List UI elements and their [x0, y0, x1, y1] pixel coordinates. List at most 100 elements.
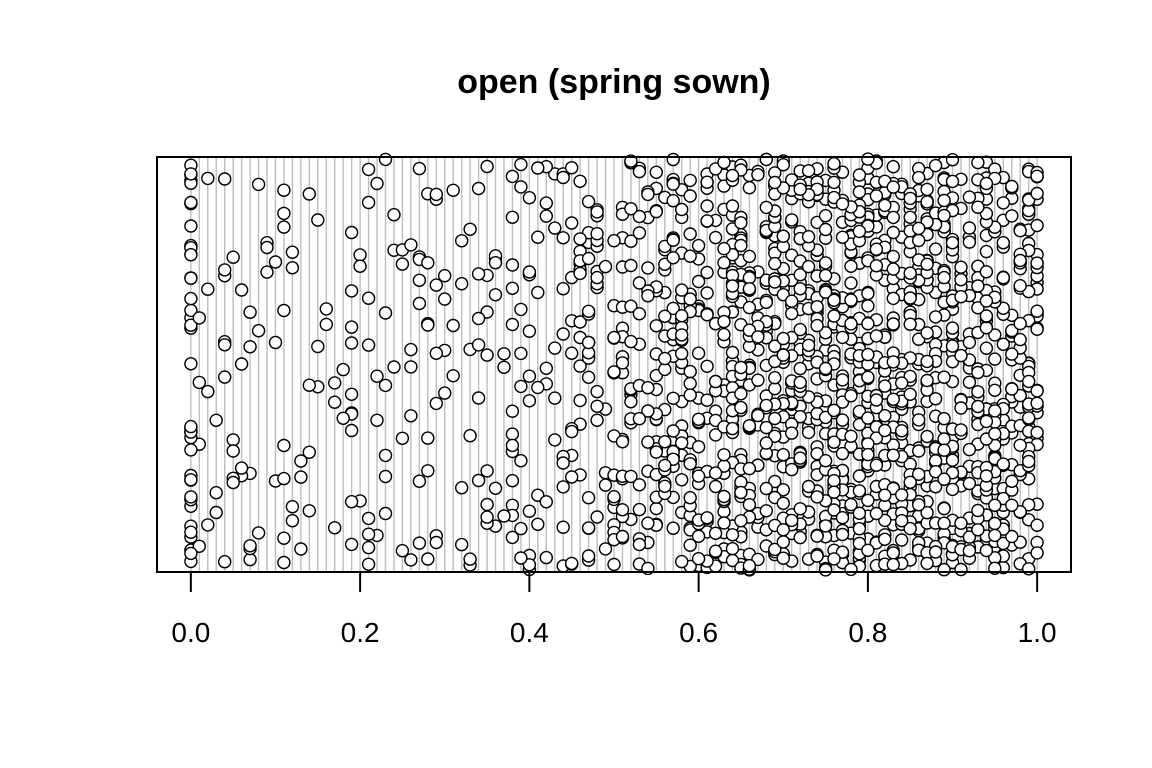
data-point [708, 230, 723, 245]
data-point [387, 207, 401, 222]
data-point [962, 476, 977, 491]
data-point [217, 338, 232, 352]
data-point [565, 470, 579, 484]
data-point [395, 431, 410, 445]
data-point [776, 483, 790, 497]
data-point [734, 400, 748, 415]
data-point [742, 419, 757, 433]
data-point [649, 501, 663, 516]
data-point [480, 510, 494, 524]
data-point [505, 210, 520, 225]
data-point [945, 321, 960, 335]
data-point [691, 529, 706, 543]
data-point [691, 552, 706, 566]
data-point [835, 527, 850, 542]
data-point [624, 154, 638, 168]
x-tick-label: 0.6 [679, 617, 718, 648]
data-point [581, 335, 596, 350]
data-point [607, 330, 621, 345]
data-point [818, 222, 833, 237]
data-point [573, 315, 587, 329]
data-point [886, 355, 900, 369]
data-point [912, 467, 926, 481]
data-point [708, 526, 723, 540]
data-point [886, 249, 900, 264]
data-point [852, 484, 867, 498]
data-point [243, 305, 257, 319]
data-point [827, 435, 841, 449]
data-point [624, 202, 638, 216]
data-point [675, 473, 689, 487]
data-point [861, 286, 875, 301]
data-point [641, 516, 655, 530]
data-point [954, 423, 968, 437]
data-point [878, 423, 892, 438]
data-point [717, 448, 731, 462]
data-point [700, 214, 714, 228]
data-point [590, 270, 604, 285]
data-point [641, 381, 655, 395]
data-point [488, 288, 503, 302]
data-point [480, 497, 494, 512]
data-point [844, 562, 858, 577]
data-point [285, 245, 300, 259]
data-point [217, 172, 232, 186]
data-point [962, 442, 977, 457]
data-point [590, 399, 604, 413]
data-point [548, 341, 562, 355]
data-point [751, 373, 765, 387]
data-point [615, 503, 630, 517]
data-point [793, 451, 807, 465]
data-point [412, 273, 427, 287]
data-point [742, 559, 757, 573]
data-point [201, 518, 215, 532]
data-point [632, 307, 647, 321]
data-point [691, 412, 706, 426]
data-point [201, 171, 215, 186]
data-point [581, 491, 596, 505]
data-point [217, 263, 232, 277]
data-point [217, 370, 232, 384]
data-point [725, 528, 740, 542]
data-point [759, 295, 773, 309]
data-point [895, 424, 909, 438]
data-point [920, 326, 934, 340]
data-point [1030, 518, 1044, 532]
data-point [742, 300, 757, 315]
data-point [184, 546, 198, 561]
data-point [471, 181, 486, 196]
data-point [446, 183, 460, 198]
data-point [844, 293, 858, 307]
data-point [996, 235, 1010, 250]
data-point [234, 461, 249, 475]
data-point [184, 219, 198, 233]
data-point [979, 294, 994, 308]
data-point [852, 185, 867, 199]
x-tick-label: 0.8 [848, 617, 887, 648]
data-point [912, 170, 926, 185]
data-point [328, 395, 342, 409]
data-point [937, 370, 951, 384]
data-point [471, 267, 486, 281]
data-point [903, 475, 917, 489]
data-point [827, 474, 841, 488]
data-point [810, 447, 824, 461]
data-point [581, 521, 596, 535]
data-point [1005, 347, 1019, 361]
data-point [979, 321, 994, 335]
data-point [184, 490, 198, 504]
data-point [277, 206, 291, 221]
x-tick-label: 1.0 [1018, 617, 1057, 648]
data-point [1030, 396, 1044, 410]
data-point [954, 516, 968, 530]
data-point [1005, 529, 1019, 544]
data-point [818, 208, 833, 223]
data-point [835, 511, 850, 525]
data-point [480, 159, 494, 174]
data-point [268, 255, 283, 269]
data-point [438, 269, 452, 283]
data-point [691, 440, 706, 454]
data-point [446, 318, 460, 333]
data-point [1013, 279, 1027, 293]
data-point [912, 233, 926, 248]
